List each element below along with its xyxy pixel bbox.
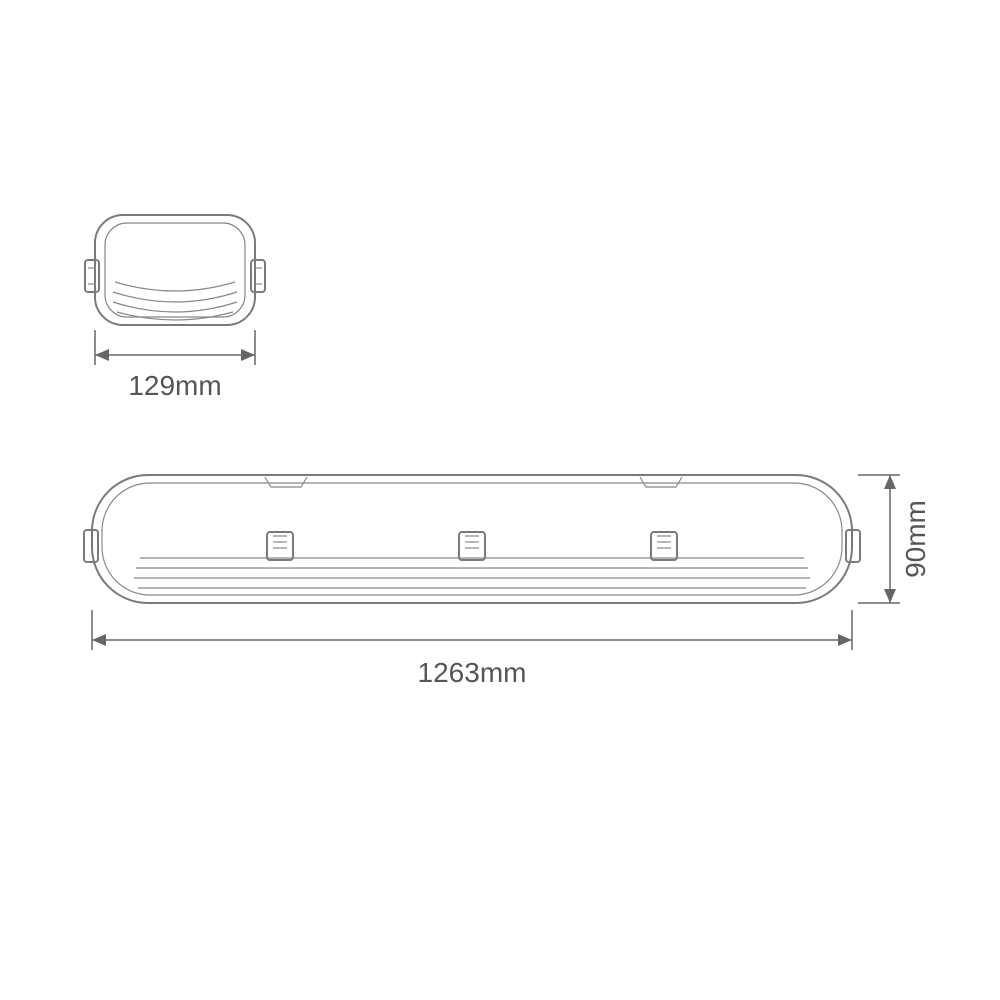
end-view-width-label: 129mm <box>128 370 221 401</box>
side-view: 1263mm 90mm <box>84 475 931 688</box>
dimension-drawing: 129mm <box>0 0 1000 1000</box>
side-view-height-label: 90mm <box>900 500 931 578</box>
side-view-length-label: 1263mm <box>418 657 527 688</box>
clip-1 <box>267 532 293 560</box>
clip-3 <box>651 532 677 560</box>
end-view: 129mm <box>85 215 265 401</box>
clip-2 <box>459 532 485 560</box>
